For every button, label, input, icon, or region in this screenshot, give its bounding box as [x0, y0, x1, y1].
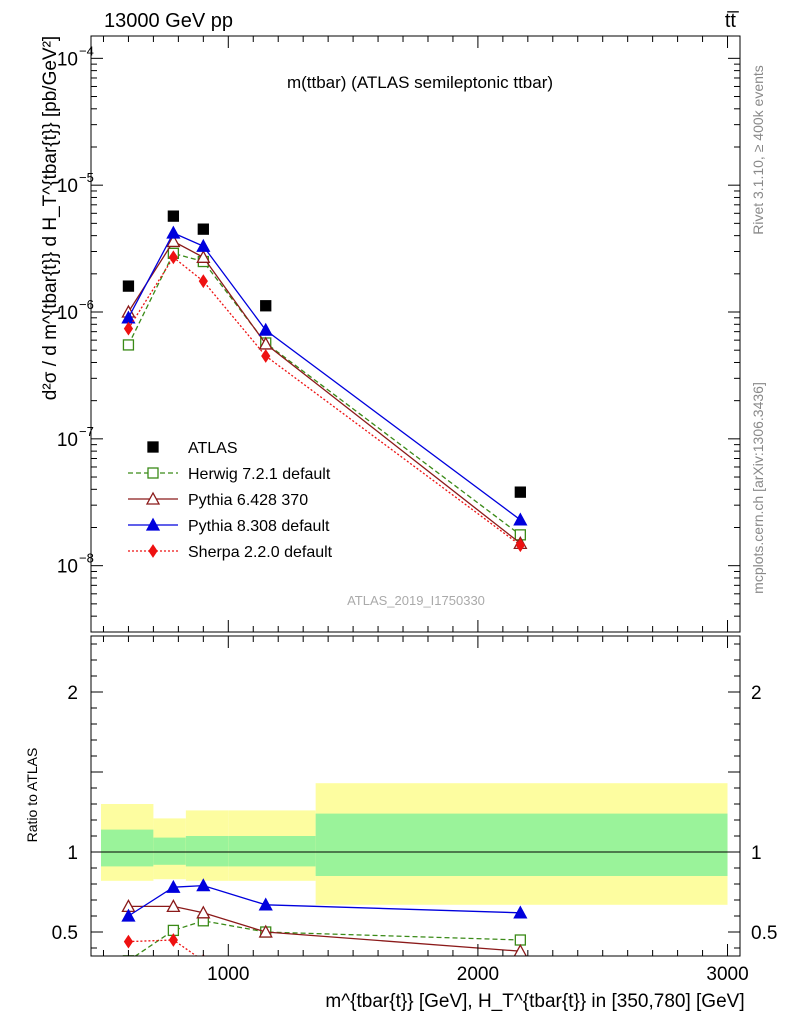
- legend-label-sherpa-2-2-0-default: Sherpa 2.2.0 default: [188, 544, 333, 561]
- legend-label-atlas: ATLAS: [188, 440, 238, 457]
- legend-label-herwig-7-2-1-default: Herwig 7.2.1 default: [188, 466, 331, 483]
- x-tick-label: 2000: [457, 964, 499, 985]
- ratio-y-tick-label-right: 0.5: [751, 923, 777, 944]
- data-point-pythia-8-308-default: [513, 512, 528, 526]
- data-point-sherpa-2-2-0-default: [515, 538, 525, 553]
- data-point-atlas: [197, 223, 209, 235]
- ratio-y-tick-label-right: 2: [751, 683, 762, 704]
- ratio-point-herwig-7-2-1-default: [514, 934, 526, 946]
- ratio-y-tick-label-right: 1: [751, 843, 762, 864]
- data-point-atlas: [167, 210, 180, 222]
- ratio-y-tick-label: 2: [67, 683, 78, 704]
- ratio-point-pythia-8-308-default: [513, 905, 528, 919]
- data-point-sherpa-2-2-0-default: [123, 321, 134, 336]
- data-point-atlas: [514, 486, 526, 498]
- ratio-point-pythia-8-308-default: [258, 897, 273, 911]
- uncertainty-band-stat: [315, 813, 728, 876]
- legend-label-pythia-8-308-default: Pythia 8.308 default: [188, 518, 330, 535]
- x-tick-label: 1000: [207, 964, 249, 985]
- rivet-version-label: Rivet 3.1.10, ≥ 400k events: [750, 65, 766, 235]
- legend-marker-pythia-6-428-370: [145, 491, 161, 505]
- data-point-pythia-6-428-370: [258, 336, 273, 350]
- ratio-point-pythia-8-308-default: [196, 878, 211, 892]
- uncertainty-band-stat: [228, 836, 316, 867]
- main-plot-frame: [90, 35, 741, 633]
- analysis-watermark: ATLAS_2019_I1750330: [347, 593, 485, 608]
- legend-marker-pythia-8-308-default: [145, 517, 161, 531]
- ratio-point-sherpa-2-2-0-default: [516, 971, 524, 983]
- data-point-pythia-6-428-370: [196, 249, 211, 263]
- y-tick-label-exponent: −5: [79, 170, 94, 185]
- series-line-sherpa-2-2-0-default: [127, 256, 521, 546]
- y-axis-label-main: d²σ / d m^{tbar{t}} d H_T^{tbar{t}} [pb/…: [40, 36, 61, 400]
- data-point-herwig-7-2-1-default: [122, 339, 135, 351]
- x-axis-label: m^{tbar{t}} [GeV], H_T^{tbar{t}} in [350…: [325, 991, 744, 1012]
- data-point-pythia-8-308-default: [166, 225, 181, 239]
- y-tick-label: 10: [57, 176, 78, 197]
- data-point-atlas: [122, 280, 135, 292]
- data-point-sherpa-2-2-0-default: [168, 250, 178, 265]
- legend-marker-sherpa-2-2-0-default: [148, 544, 158, 558]
- y-tick-label: 10: [57, 49, 78, 70]
- final-state-label: tt̅: [725, 10, 739, 32]
- ratio-y-tick-label: 1: [67, 843, 78, 864]
- uncertainty-band-stat: [185, 836, 229, 867]
- y-tick-label-exponent: −6: [79, 297, 94, 312]
- uncertainty-band-stat: [100, 829, 154, 867]
- ratio-plot-frame: [90, 635, 741, 957]
- data-point-pythia-8-308-default: [196, 238, 211, 252]
- header-label: 13000 GeV pp: [104, 10, 233, 32]
- chart-title: m(ttbar) (ATLAS semileptonic ttbar): [287, 73, 553, 92]
- legend-marker-atlas: [147, 441, 159, 453]
- legend-marker-herwig-7-2-1-default: [147, 467, 159, 479]
- ratio-point-herwig-7-2-1-default: [122, 955, 135, 956]
- y-tick-label: 10: [57, 557, 78, 578]
- ratio-point-pythia-6-428-370: [166, 899, 181, 913]
- data-point-sherpa-2-2-0-default: [261, 349, 271, 363]
- uncertainty-band-stat: [153, 837, 186, 865]
- y-axis-label-ratio: Ratio to ATLAS: [24, 748, 40, 843]
- ratio-y-tick-label: 0.5: [52, 923, 78, 944]
- ratio-point-sherpa-2-2-0-default: [262, 963, 270, 975]
- x-tick-label: 3000: [706, 964, 748, 985]
- mcplots-label: mcplots.cern.ch [arXiv:1306.3436]: [750, 382, 766, 594]
- ratio-point-sherpa-2-2-0-default: [201, 953, 205, 956]
- data-point-pythia-6-428-370: [166, 234, 181, 248]
- data-point-atlas: [260, 300, 272, 312]
- legend: ATLAS Herwig 7.2.1 default Pythia 6.428 37…: [128, 440, 333, 561]
- legend-label-pythia-6-428-370: Pythia 6.428 370: [188, 492, 308, 509]
- data-point-sherpa-2-2-0-default: [198, 274, 208, 289]
- ratio-line-herwig-7-2-1-default: [134, 920, 521, 956]
- ratio-point-pythia-6-428-370: [258, 924, 273, 938]
- y-tick-label: 10: [57, 430, 78, 451]
- ratio-point-pythia-8-308-default: [166, 879, 181, 893]
- y-tick-label-exponent: −4: [79, 43, 94, 58]
- ratio-point-sherpa-2-2-0-default: [168, 933, 178, 947]
- y-tick-label: 10: [57, 303, 78, 324]
- ratio-point-sherpa-2-2-0-default: [123, 934, 134, 949]
- y-tick-label-exponent: −7: [79, 424, 94, 439]
- ratio-point-pythia-6-428-370: [513, 943, 527, 956]
- ratio-point-pythia-8-308-default: [121, 908, 136, 922]
- ratio-line-pythia-6-428-370: [128, 905, 521, 952]
- data-point-pythia-8-308-default: [258, 322, 273, 336]
- y-tick-label-exponent: −8: [79, 551, 94, 566]
- ratio-point-pythia-6-428-370: [196, 905, 211, 919]
